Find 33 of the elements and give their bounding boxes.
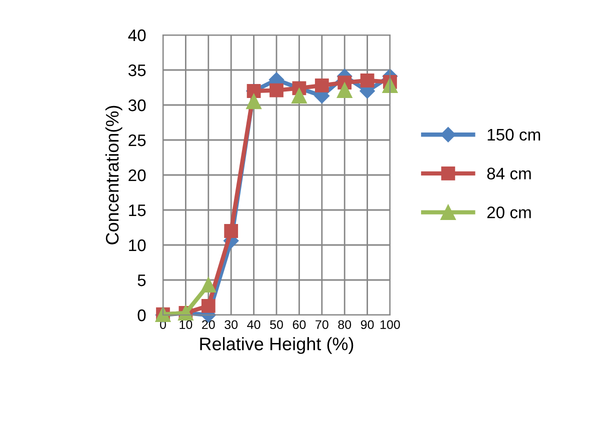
x-tick-label: 30 — [224, 320, 238, 330]
point — [200, 277, 216, 293]
x-tick-label: 60 — [292, 320, 306, 330]
x-tick-label: 50 — [270, 320, 283, 330]
y-tick-label: 40 — [128, 29, 146, 42]
legend-label: 150 cm — [488, 128, 540, 141]
x-axis-title: Relative Height (%) — [200, 337, 354, 354]
point — [360, 74, 374, 88]
y-axis-title: Concentration(%) — [105, 106, 122, 244]
y-tick-label: 35 — [128, 64, 146, 76]
point — [270, 83, 284, 98]
point — [224, 224, 238, 238]
point — [246, 94, 262, 110]
x-tick-label: 40 — [247, 320, 260, 330]
y-tick-label: 10 — [129, 239, 146, 252]
legend-label: 84 cm — [487, 168, 531, 180]
y-tick-label: 25 — [128, 134, 146, 146]
y-tick-label: 20 — [128, 169, 146, 182]
x-tick-label: 80 — [338, 320, 352, 330]
point — [336, 82, 352, 98]
legend-label: 20 cm — [487, 206, 531, 218]
x-tick-label: 90 — [360, 320, 374, 330]
x-tick-label: 10 — [180, 320, 192, 330]
x-tick-label: 100 — [380, 320, 400, 330]
point — [314, 78, 329, 92]
point — [201, 298, 216, 313]
y-tick-label: 0 — [138, 309, 146, 322]
point — [292, 88, 307, 104]
y-tick-label: 5 — [138, 274, 146, 286]
x-tick-label: 70 — [316, 320, 328, 330]
y-tick-label: 15 — [129, 204, 146, 216]
x-tick-label: 20 — [202, 320, 215, 330]
y-tick-label: 30 — [128, 99, 146, 112]
